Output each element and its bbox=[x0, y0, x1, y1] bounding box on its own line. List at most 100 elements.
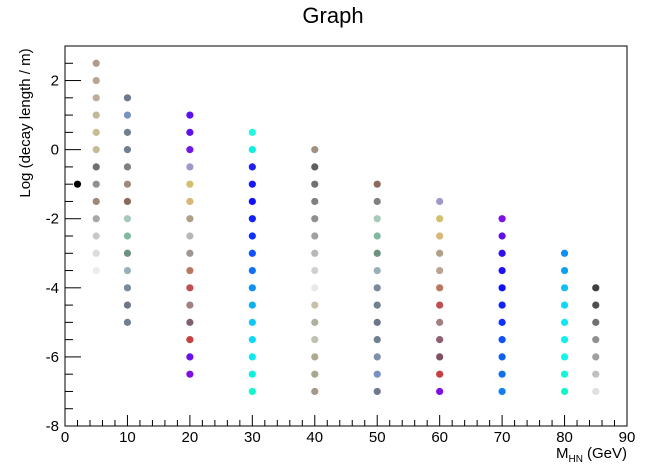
point bbox=[498, 301, 506, 309]
point bbox=[123, 301, 132, 309]
point bbox=[123, 318, 132, 326]
point bbox=[373, 197, 381, 206]
point bbox=[498, 232, 506, 240]
point bbox=[92, 232, 100, 240]
point bbox=[560, 249, 569, 257]
point bbox=[248, 128, 256, 136]
x-tick-label: 0 bbox=[61, 429, 69, 446]
y-tick-label: -6 bbox=[46, 349, 59, 366]
point bbox=[186, 370, 194, 378]
point bbox=[373, 301, 381, 309]
point bbox=[186, 266, 194, 275]
point bbox=[311, 249, 319, 257]
point bbox=[560, 301, 569, 309]
point bbox=[560, 370, 569, 378]
point bbox=[592, 370, 600, 378]
point bbox=[498, 215, 506, 223]
point bbox=[186, 146, 194, 154]
point bbox=[248, 232, 256, 240]
x-tick-label: 50 bbox=[369, 429, 386, 446]
point bbox=[123, 146, 132, 154]
point bbox=[373, 387, 381, 396]
point bbox=[560, 318, 569, 326]
point bbox=[123, 266, 132, 275]
point bbox=[311, 197, 319, 206]
point bbox=[92, 180, 100, 188]
point bbox=[248, 180, 256, 188]
point bbox=[592, 353, 600, 361]
point bbox=[123, 284, 132, 292]
point bbox=[311, 146, 319, 154]
point bbox=[373, 249, 381, 257]
y-tick-label: 0 bbox=[51, 142, 59, 159]
point bbox=[311, 387, 319, 396]
point bbox=[248, 370, 256, 378]
x-tick-label: 70 bbox=[494, 429, 511, 446]
y-axis-label: Log (decay length / m) bbox=[17, 48, 34, 197]
point bbox=[123, 128, 132, 136]
point bbox=[436, 318, 444, 326]
point bbox=[123, 163, 132, 171]
point bbox=[560, 336, 569, 344]
point bbox=[498, 318, 506, 326]
point bbox=[248, 249, 256, 257]
point bbox=[248, 197, 256, 206]
point bbox=[123, 249, 132, 257]
y-tick-label: -2 bbox=[46, 211, 59, 228]
point bbox=[498, 370, 506, 378]
point bbox=[311, 336, 319, 344]
point bbox=[123, 111, 132, 119]
point bbox=[248, 266, 256, 275]
point bbox=[436, 284, 444, 292]
point bbox=[592, 387, 600, 396]
point bbox=[592, 301, 600, 309]
point bbox=[560, 284, 569, 292]
x-tick-label: 10 bbox=[119, 429, 136, 446]
point bbox=[498, 353, 506, 361]
point bbox=[311, 353, 319, 361]
chart-title: Graph bbox=[302, 3, 363, 28]
point bbox=[373, 336, 381, 344]
x-label-symbol: M bbox=[556, 445, 569, 462]
y-tick-label: 2 bbox=[51, 73, 59, 90]
point bbox=[186, 197, 194, 206]
point bbox=[311, 318, 319, 326]
point bbox=[373, 318, 381, 326]
point bbox=[186, 318, 194, 326]
point bbox=[560, 387, 569, 396]
point bbox=[186, 215, 194, 223]
point bbox=[92, 128, 100, 136]
point bbox=[311, 301, 319, 309]
x-tick-label: 60 bbox=[431, 429, 448, 446]
point bbox=[248, 353, 256, 361]
point bbox=[186, 180, 194, 188]
point bbox=[311, 163, 319, 171]
point bbox=[498, 336, 506, 344]
point bbox=[436, 232, 444, 240]
point bbox=[123, 215, 132, 223]
point bbox=[373, 370, 381, 378]
point bbox=[92, 59, 100, 67]
point bbox=[436, 336, 444, 344]
x-label-subscript: HN bbox=[569, 454, 583, 465]
point bbox=[186, 249, 194, 257]
point bbox=[373, 232, 381, 240]
x-tick-label: 40 bbox=[306, 429, 323, 446]
point bbox=[560, 353, 569, 361]
point bbox=[123, 180, 132, 188]
point bbox=[498, 249, 506, 257]
point bbox=[92, 163, 100, 171]
point bbox=[186, 301, 194, 309]
point bbox=[373, 180, 381, 188]
point bbox=[592, 318, 600, 326]
point bbox=[592, 284, 600, 292]
point bbox=[92, 94, 100, 102]
point bbox=[92, 197, 100, 206]
point bbox=[92, 146, 100, 154]
point bbox=[436, 266, 444, 275]
point bbox=[248, 387, 256, 396]
x-tick-label: 80 bbox=[556, 429, 573, 446]
x-tick-label: 90 bbox=[619, 429, 636, 446]
